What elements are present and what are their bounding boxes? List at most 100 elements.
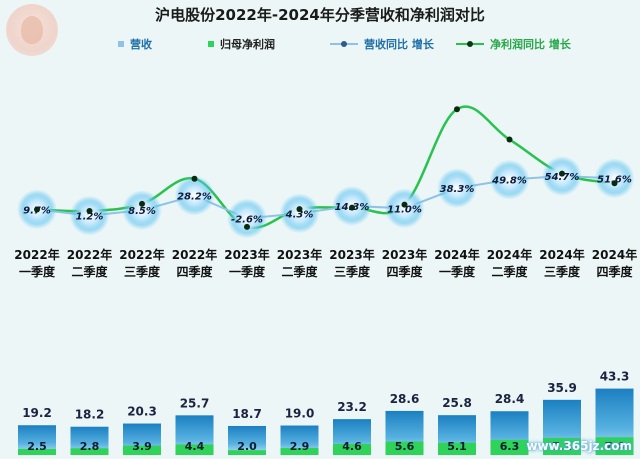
revenue-yoy-point-9 <box>489 159 530 200</box>
profit-bar-label-7: 5.6 <box>395 440 415 453</box>
profit-bar-0 <box>18 449 56 455</box>
revenue-bar-label-6: 23.2 <box>337 400 367 414</box>
profit-yoy-point-4 <box>244 223 250 230</box>
x-tick-year-6: 2023年 <box>329 247 374 262</box>
legend-item-profit-yoy: 净利润同比 增长 <box>456 36 571 52</box>
x-tick-year-1: 2022年 <box>67 247 112 262</box>
x-tick-quarter-11: 四季度 <box>596 264 633 279</box>
x-tick-quarter-7: 四季度 <box>386 264 423 279</box>
revenue-bar-4 <box>228 425 266 455</box>
x-tick-quarter-0: 一季度 <box>19 264 56 279</box>
profit-yoy-point-0 <box>34 206 40 213</box>
revenue-bar-label-5: 19.0 <box>285 407 315 421</box>
profit-yoy-point-2 <box>139 200 145 207</box>
legend-item-net-profit: 归母净利润 <box>208 36 275 52</box>
x-tick-year-4: 2023年 <box>224 247 269 262</box>
legend-swatch-net-profit <box>208 41 214 47</box>
x-tick-year-7: 2023年 <box>382 247 427 262</box>
profit-yoy-point-10 <box>559 170 565 177</box>
chart-legend: 营收 归母净利润 营收同比 增长 净利润同比 增长 <box>0 36 640 52</box>
profit-bar-label-1: 2.8 <box>80 440 100 453</box>
revenue-yoy-label-1: 1.2% <box>76 212 104 223</box>
x-tick-year-11: 2024年 <box>592 247 637 262</box>
legend-swatch-revenue <box>118 41 124 47</box>
x-tick-quarter-9: 二季度 <box>491 264 528 279</box>
x-tick-year-3: 2022年 <box>172 247 217 262</box>
x-tick-quarter-5: 二季度 <box>281 264 318 279</box>
revenue-yoy-label-2: 8.5% <box>128 206 156 217</box>
profit-bar-label-8: 5.1 <box>447 440 467 453</box>
profit-bar-2 <box>123 445 161 455</box>
x-tick-quarter-1: 二季度 <box>71 264 108 279</box>
profit-bar-11 <box>595 437 634 455</box>
profit-bar-label-9: 6.3 <box>500 440 520 453</box>
revenue-yoy-point-8 <box>437 168 477 209</box>
profit-yoy-point-6 <box>349 204 355 211</box>
x-tick-year-8: 2024年 <box>434 247 479 262</box>
x-tick-year-9: 2024年 <box>487 247 532 262</box>
legend-label-revenue-yoy: 营收同比 增长 <box>364 38 434 51</box>
legend-item-revenue-yoy: 营收同比 增长 <box>330 36 434 52</box>
profit-bar-10 <box>543 437 581 455</box>
revenue-bar-label-10: 35.9 <box>547 381 577 395</box>
revenue-bar-label-0: 19.2 <box>22 406 52 420</box>
x-tick-quarter-3: 四季度 <box>176 264 213 279</box>
brand-logo <box>6 4 58 56</box>
revenue-yoy-point-3 <box>174 175 215 216</box>
revenue-bar-label-9: 28.4 <box>495 392 525 406</box>
profit-yoy-point-11 <box>611 180 618 187</box>
legend-item-revenue: 营收 <box>118 36 152 52</box>
revenue-yoy-point-2 <box>122 190 162 231</box>
profit-yoy-point-5 <box>296 206 303 213</box>
revenue-bar-label-3: 25.7 <box>180 396 210 410</box>
legend-label-net-profit: 归母净利润 <box>220 38 275 51</box>
profit-yoy-point-7 <box>401 201 408 208</box>
chart-title: 沪电股份2022年-2024年分季营收和净利润对比 <box>155 6 485 24</box>
profit-yoy-point-9 <box>506 136 513 143</box>
x-tick-year-5: 2023年 <box>277 247 322 262</box>
revenue-yoy-label-8: 38.3% <box>440 184 475 195</box>
revenue-bar-label-2: 20.3 <box>127 405 157 419</box>
legend-label-profit-yoy: 净利润同比 增长 <box>490 38 571 51</box>
profit-bar-5 <box>280 448 319 455</box>
watermark: www.365jz.com <box>526 439 632 453</box>
revenue-bar-label-4: 18.7 <box>232 407 262 421</box>
revenue-yoy-label-10: 54.7% <box>545 172 580 183</box>
revenue-yoy-label-5: 4.3% <box>285 209 314 220</box>
profit-yoy-point-8 <box>454 106 460 113</box>
revenue-yoy-point-5 <box>279 193 320 234</box>
revenue-yoy-label-11: 51.6% <box>597 174 632 185</box>
profit-bar-label-2: 3.9 <box>132 440 152 453</box>
x-tick-quarter-8: 一季度 <box>439 264 476 279</box>
x-tick-quarter-2: 三季度 <box>124 264 161 279</box>
x-tick-year-0: 2022年 <box>14 247 59 262</box>
profit-bar-7 <box>385 441 424 455</box>
profit-bar-3 <box>175 444 214 455</box>
profit-yoy-point-3 <box>191 175 198 182</box>
profit-bar-label-11: 7.4 <box>605 440 625 453</box>
revenue-yoy-label-4: -2.6% <box>231 214 263 225</box>
profit-bar-label-5: 2.9 <box>290 440 310 453</box>
profit-bar-6 <box>333 443 371 455</box>
profit-bar-label-6: 4.6 <box>342 440 362 453</box>
profit-bar-label-4: 2.0 <box>237 440 257 453</box>
profit-bar-label-3: 4.4 <box>185 440 205 453</box>
profit-bar-9 <box>490 439 529 455</box>
profit-bar-8 <box>438 442 476 455</box>
revenue-yoy-label-9: 49.8% <box>491 176 527 187</box>
revenue-yoy-label-7: 11.0% <box>387 204 422 215</box>
revenue-yoy-label-3: 28.2% <box>177 192 212 203</box>
x-tick-year-10: 2024年 <box>539 247 584 262</box>
legend-line-revenue-yoy <box>330 41 358 47</box>
x-tick-quarter-10: 三季度 <box>544 264 581 279</box>
revenue-bar-label-7: 28.6 <box>390 392 420 406</box>
revenue-yoy-point-1 <box>69 195 110 236</box>
legend-line-profit-yoy <box>456 41 484 47</box>
revenue-yoy-point-4 <box>227 198 267 239</box>
revenue-bar-label-8: 25.8 <box>442 396 472 410</box>
profit-bar-1 <box>70 448 109 455</box>
revenue-bar-label-1: 18.2 <box>75 408 105 422</box>
revenue-bar-label-11: 43.3 <box>600 370 630 384</box>
profit-bar-4 <box>228 450 266 455</box>
